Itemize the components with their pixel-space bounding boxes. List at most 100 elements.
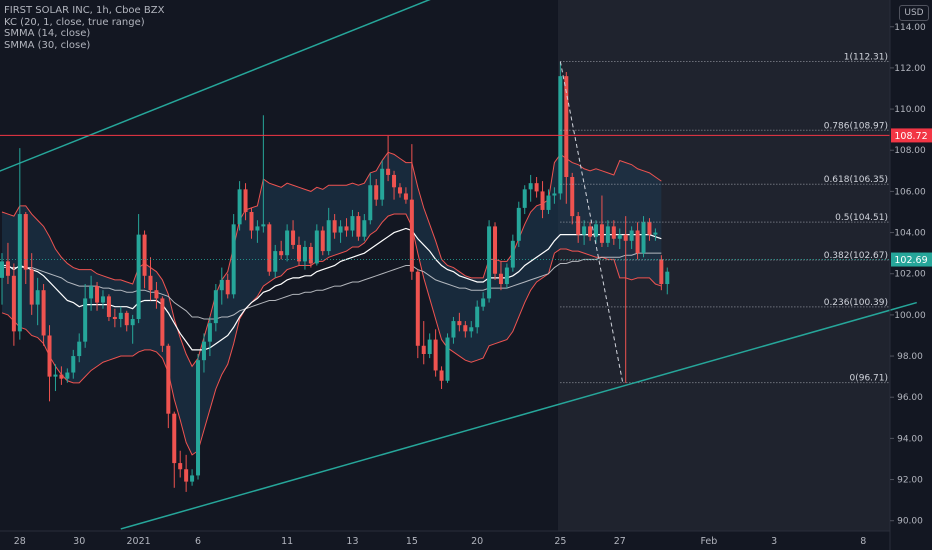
candle xyxy=(29,253,34,315)
candle-body xyxy=(647,222,652,235)
time-tick-label: 25 xyxy=(554,536,566,547)
candle-body xyxy=(623,234,628,241)
candle-body xyxy=(320,230,325,252)
candle-body xyxy=(338,226,343,233)
candle-body xyxy=(47,335,52,377)
candle xyxy=(522,185,527,215)
candle-body xyxy=(439,370,444,381)
fib-level-label: 1(112.31) xyxy=(844,53,888,63)
currency-badge[interactable]: USD xyxy=(899,5,929,21)
candle-body xyxy=(53,374,58,377)
candle xyxy=(231,214,236,299)
candle-body xyxy=(356,216,361,237)
candle-body xyxy=(350,216,355,231)
candle xyxy=(65,368,70,383)
candle xyxy=(647,218,652,241)
candle xyxy=(5,242,10,285)
candle xyxy=(421,321,426,365)
candle xyxy=(540,181,545,219)
candle-body xyxy=(106,296,111,317)
candle xyxy=(397,183,402,198)
candle-body xyxy=(59,374,64,379)
candle-body xyxy=(291,230,296,245)
channel-trend-line[interactable] xyxy=(120,301,917,530)
candle xyxy=(439,366,444,389)
time-axis[interactable]: 28 30 2021 6 11 13 15 20 25 27 Feb 3 8 xyxy=(0,530,890,547)
price-tick-label: 110.00 xyxy=(894,105,926,115)
candle-body xyxy=(308,246,313,264)
candle-body xyxy=(267,224,272,272)
candle xyxy=(118,306,123,328)
candle xyxy=(71,349,76,379)
price-tick-label: 102.00 xyxy=(894,270,926,280)
candle xyxy=(320,226,325,256)
legend-smma14[interactable]: SMMA (14, close) xyxy=(4,28,91,39)
candle xyxy=(516,201,521,247)
candle xyxy=(184,454,189,492)
candle xyxy=(570,172,575,225)
candle xyxy=(285,224,290,262)
candle-body xyxy=(89,286,94,299)
candle xyxy=(112,308,117,328)
legend-smma30[interactable]: SMMA (30, close) xyxy=(4,39,91,51)
candle-body xyxy=(160,298,165,346)
candle-body xyxy=(540,191,545,210)
candle xyxy=(564,72,569,204)
candle-body xyxy=(629,230,634,241)
candle xyxy=(11,263,16,346)
time-tick-label: 30 xyxy=(73,536,85,547)
candle xyxy=(504,263,509,289)
fib-level-label: 0.382(102.67) xyxy=(824,251,888,261)
candle-body xyxy=(261,224,266,227)
candle xyxy=(249,207,254,239)
candle xyxy=(475,300,480,334)
candle-body xyxy=(41,290,46,336)
candle xyxy=(409,144,414,280)
candle xyxy=(433,329,438,377)
candle-body xyxy=(225,279,230,295)
candle xyxy=(617,228,622,250)
candle-body xyxy=(617,234,622,239)
candle-body xyxy=(118,312,123,320)
drawing-lines[interactable] xyxy=(0,0,917,530)
smma30-line xyxy=(2,252,662,320)
time-tick-label: 3 xyxy=(771,536,777,547)
legend-kc[interactable]: KC (20, 1, close, true range) xyxy=(4,16,145,28)
candle-body xyxy=(374,185,379,200)
candle-body xyxy=(463,325,468,332)
candle xyxy=(356,211,361,241)
horizontal-line-price-label: 108.72 xyxy=(894,131,927,142)
candle-body xyxy=(100,296,105,303)
candle-body xyxy=(546,195,551,210)
candle-body xyxy=(386,168,391,175)
fib-level-label: 0.786(108.97) xyxy=(824,121,888,131)
price-axis[interactable]: 90.00 92.00 94.00 96.00 98.00 100.00 102.00 104… xyxy=(889,0,932,550)
candle xyxy=(196,354,201,480)
candle-body xyxy=(504,267,509,285)
candle xyxy=(172,411,177,488)
candle xyxy=(59,366,64,385)
price-tick-label: 108.00 xyxy=(894,146,926,156)
price-tick-label: 98.00 xyxy=(897,352,923,362)
time-tick-label: 27 xyxy=(614,536,626,547)
candle-body xyxy=(219,279,224,291)
candle xyxy=(487,220,492,303)
candle-body xyxy=(154,290,159,299)
candle-body xyxy=(522,189,527,208)
candle-body xyxy=(510,240,515,268)
keltner-channel xyxy=(1,151,662,456)
symbol-title[interactable]: FIRST SOLAR INC, 1h, Cboe BZX xyxy=(4,5,165,16)
channel-trend-line[interactable] xyxy=(0,0,501,175)
candle-body xyxy=(451,321,456,338)
candle-body xyxy=(570,177,575,217)
fib-background xyxy=(557,0,890,531)
fib-trend-connector[interactable] xyxy=(559,61,624,383)
candle-body xyxy=(17,214,22,332)
price-tick-label: 106.00 xyxy=(894,187,926,197)
candle xyxy=(41,284,46,346)
candle xyxy=(582,220,587,245)
candle-body xyxy=(605,226,610,243)
candle-body xyxy=(475,306,480,328)
candle-body xyxy=(427,339,432,354)
